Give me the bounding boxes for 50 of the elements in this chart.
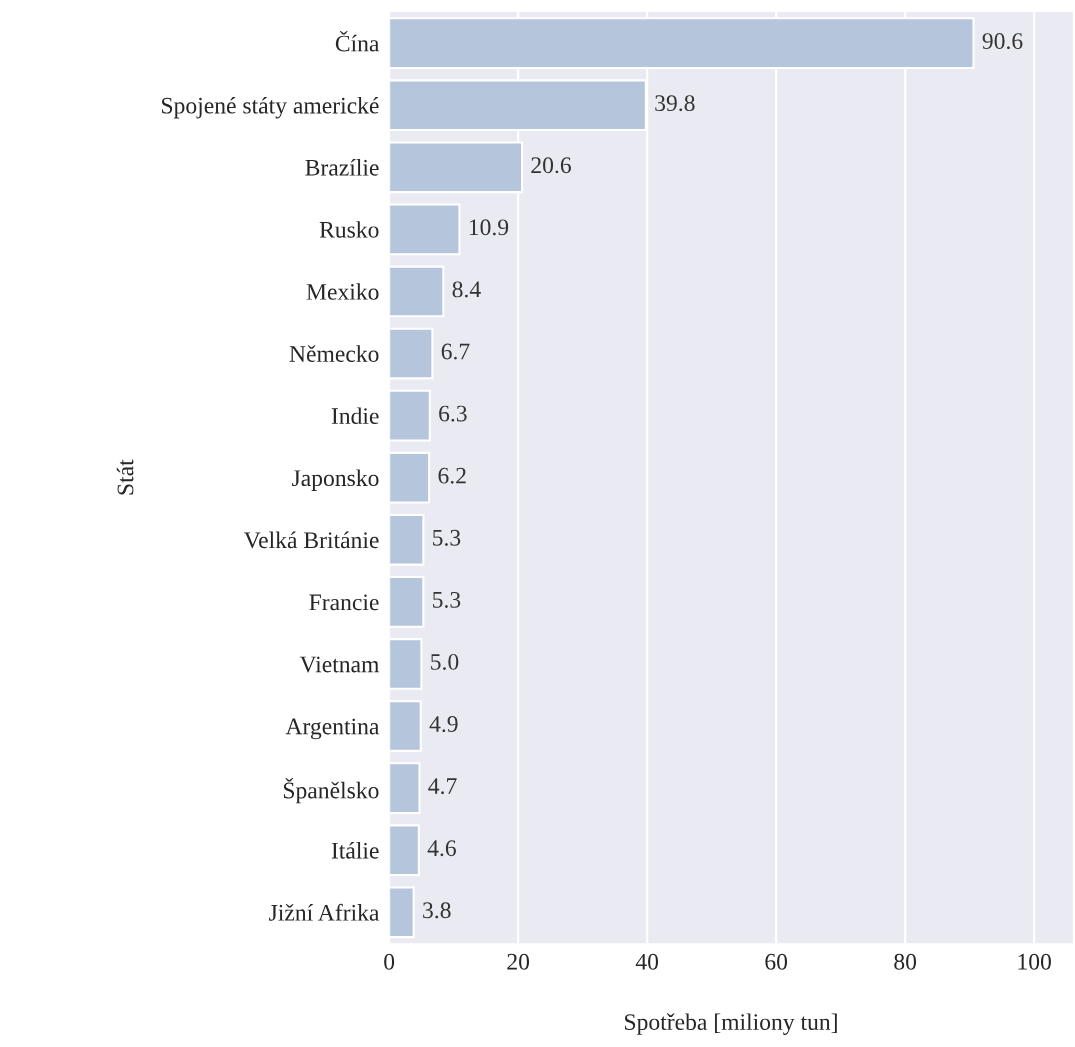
data-label: 3.8 (423, 902, 451, 919)
data-label: 8.4 (452, 281, 481, 298)
y-tick-label: Čína (335, 31, 380, 52)
data-label: 5.3 (433, 529, 461, 546)
data-label: 20.6 (531, 157, 571, 174)
x-tick-label: 40 (635, 953, 659, 970)
bar (389, 265, 445, 318)
bar (389, 203, 461, 256)
y-tick-label: Argentina (285, 718, 380, 740)
y-tick-label: Německo (289, 345, 379, 362)
y-tick-label: Mexiko (306, 283, 379, 300)
bar (389, 824, 420, 877)
y-tick-label: Brazílie (305, 159, 379, 176)
data-label: 4.9 (429, 716, 458, 733)
x-tick-label: 100 (1018, 953, 1051, 970)
bar (389, 762, 421, 814)
bar (389, 451, 431, 504)
data-label: 4.6 (427, 840, 456, 857)
y-tick-label: Vietnam (299, 656, 380, 673)
y-tick-label: Spojené státy americké (162, 96, 379, 119)
x-tick-label: 0 (384, 953, 395, 970)
data-label: 90.6 (982, 33, 1023, 50)
y-tick-label: Francie (309, 594, 379, 611)
y-tick-label: Itálie (331, 841, 379, 859)
bar (389, 327, 434, 380)
data-label: 4.7 (428, 778, 457, 795)
y-tick-label: Rusko (319, 221, 379, 238)
bar (389, 700, 422, 752)
data-label: 6.2 (438, 467, 466, 484)
bar (389, 575, 425, 628)
x-tick-label: 20 (507, 953, 530, 970)
data-label: 5.0 (431, 653, 459, 670)
data-label: 10.9 (469, 219, 509, 236)
data-label: 39.8 (655, 95, 695, 112)
x-tick-label: 60 (765, 953, 788, 970)
bar (389, 886, 415, 939)
data-label: 5.3 (433, 591, 461, 608)
y-tick-label: Velká Británie (243, 531, 379, 549)
x-axis-title: Spotřeba [miliony tun] (625, 1013, 837, 1035)
y-axis-title: Stát (116, 459, 134, 495)
y-tick-label: Jižní Afrika (269, 903, 380, 921)
y-tick-label: Japonsko (292, 469, 379, 491)
x-tick-label: 80 (894, 953, 917, 970)
bar (389, 638, 423, 690)
bar (389, 389, 431, 442)
bar (389, 513, 425, 566)
data-label: 6.3 (439, 405, 467, 422)
y-tick-label: Španělsko (283, 778, 379, 804)
data-label: 6.7 (441, 343, 470, 360)
y-tick-label: Indie (331, 407, 379, 425)
